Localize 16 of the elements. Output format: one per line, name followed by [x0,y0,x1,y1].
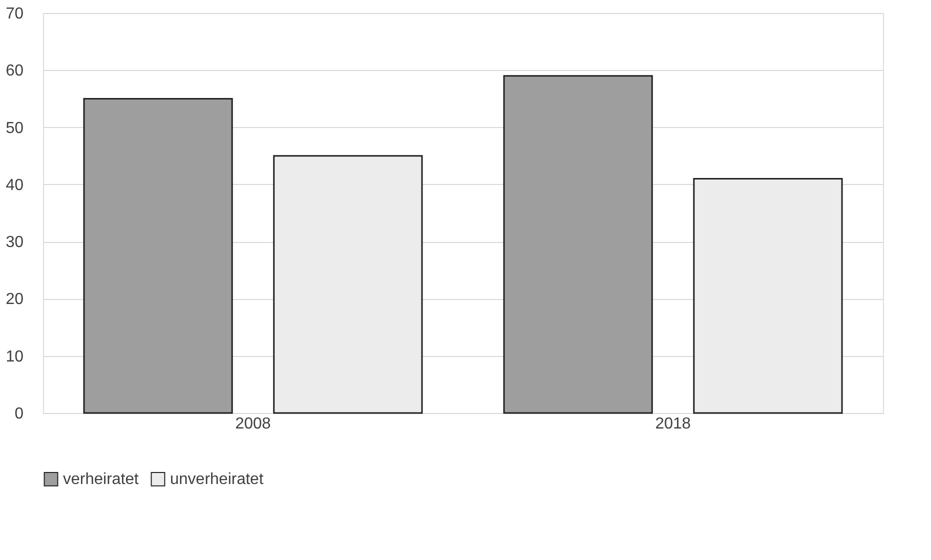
y-tick-label: 0 [14,406,24,422]
bar [693,178,843,414]
bar [83,98,233,414]
y-tick-label: 60 [6,62,24,80]
y-tick-label: 50 [6,120,24,137]
y-tick-label: 20 [6,291,24,308]
x-tick-label: 2018 [655,416,691,432]
y-tick-label: 70 [6,6,24,22]
y-tick-label: 40 [6,176,24,194]
legend-label: unverheiratet [170,471,264,488]
y-tick-label: 30 [6,234,24,252]
bar [503,75,653,414]
bar [273,155,423,414]
y-tick-label: 10 [6,348,24,366]
legend-label: verheiratet [63,471,140,488]
x-tick-label: 2008 [235,416,271,432]
